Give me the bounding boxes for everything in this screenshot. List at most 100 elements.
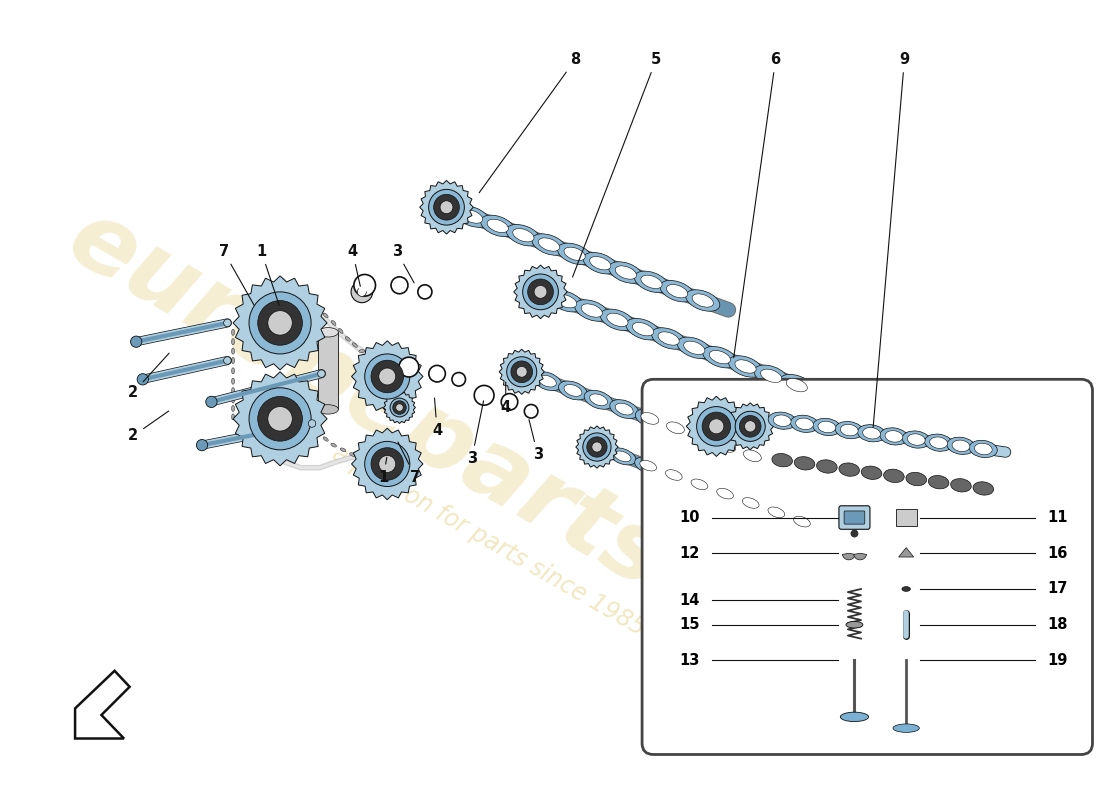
Text: 2: 2 <box>129 411 168 443</box>
Ellipse shape <box>481 215 515 237</box>
Circle shape <box>390 277 408 294</box>
Ellipse shape <box>231 406 234 411</box>
Ellipse shape <box>728 356 762 378</box>
Ellipse shape <box>318 327 339 337</box>
Ellipse shape <box>713 437 741 456</box>
Ellipse shape <box>780 374 814 396</box>
Text: 8: 8 <box>480 52 581 193</box>
Ellipse shape <box>651 328 685 350</box>
Circle shape <box>502 394 518 410</box>
Circle shape <box>138 374 148 385</box>
Ellipse shape <box>615 266 637 279</box>
Ellipse shape <box>590 394 607 406</box>
Circle shape <box>583 433 610 461</box>
Ellipse shape <box>590 257 610 270</box>
Ellipse shape <box>692 431 710 443</box>
Ellipse shape <box>231 414 234 420</box>
Text: 4: 4 <box>432 398 442 438</box>
Ellipse shape <box>974 482 993 495</box>
Circle shape <box>257 301 303 346</box>
Ellipse shape <box>350 453 355 456</box>
Circle shape <box>735 411 766 442</box>
Ellipse shape <box>538 375 557 387</box>
Ellipse shape <box>583 438 610 455</box>
Ellipse shape <box>902 586 911 591</box>
Ellipse shape <box>530 286 551 298</box>
Ellipse shape <box>231 348 234 354</box>
Circle shape <box>418 285 432 299</box>
Circle shape <box>478 390 490 402</box>
Polygon shape <box>686 396 747 457</box>
Ellipse shape <box>635 457 662 474</box>
Ellipse shape <box>581 304 603 317</box>
Circle shape <box>474 386 494 405</box>
Ellipse shape <box>969 440 998 458</box>
Text: 2: 2 <box>129 353 169 400</box>
Ellipse shape <box>315 430 320 435</box>
Ellipse shape <box>840 424 858 436</box>
Text: europeparts: europeparts <box>52 191 681 609</box>
Ellipse shape <box>608 262 644 283</box>
Ellipse shape <box>789 513 815 530</box>
Ellipse shape <box>614 451 631 462</box>
Ellipse shape <box>886 430 903 442</box>
Polygon shape <box>233 372 327 466</box>
Text: 18: 18 <box>1047 618 1068 632</box>
Circle shape <box>432 369 442 378</box>
Ellipse shape <box>703 346 737 368</box>
Circle shape <box>249 292 311 354</box>
Ellipse shape <box>558 243 592 265</box>
Ellipse shape <box>893 724 920 732</box>
Circle shape <box>354 274 375 296</box>
Circle shape <box>516 366 527 378</box>
Text: 4: 4 <box>500 382 510 415</box>
FancyBboxPatch shape <box>642 379 1092 754</box>
Ellipse shape <box>331 443 337 447</box>
Ellipse shape <box>588 442 605 452</box>
Text: 19: 19 <box>1047 653 1068 668</box>
Ellipse shape <box>513 229 534 242</box>
Ellipse shape <box>231 387 234 394</box>
Circle shape <box>525 405 538 418</box>
Ellipse shape <box>429 197 463 218</box>
Ellipse shape <box>660 466 688 483</box>
Circle shape <box>257 397 303 441</box>
Circle shape <box>371 448 404 480</box>
Ellipse shape <box>667 285 688 298</box>
Ellipse shape <box>632 322 653 336</box>
Text: 3: 3 <box>529 420 542 462</box>
Ellipse shape <box>361 458 366 461</box>
Polygon shape <box>420 181 473 234</box>
Ellipse shape <box>791 415 818 433</box>
Ellipse shape <box>506 225 540 246</box>
Polygon shape <box>727 403 773 450</box>
Ellipse shape <box>718 441 736 452</box>
Ellipse shape <box>359 350 365 353</box>
Ellipse shape <box>772 454 792 467</box>
Circle shape <box>267 310 293 335</box>
Ellipse shape <box>735 360 756 373</box>
Text: 10: 10 <box>679 510 700 525</box>
Ellipse shape <box>231 338 234 345</box>
Ellipse shape <box>930 437 947 448</box>
Circle shape <box>510 361 532 382</box>
Circle shape <box>359 278 371 292</box>
Ellipse shape <box>975 443 992 454</box>
Ellipse shape <box>793 516 811 527</box>
Bar <box>895 509 916 526</box>
Ellipse shape <box>950 478 971 492</box>
Ellipse shape <box>340 448 345 452</box>
Text: 15: 15 <box>679 618 700 632</box>
Ellipse shape <box>667 422 684 434</box>
Ellipse shape <box>345 337 350 341</box>
Ellipse shape <box>316 306 320 310</box>
Ellipse shape <box>692 294 713 307</box>
Ellipse shape <box>641 413 659 424</box>
Ellipse shape <box>626 318 660 340</box>
Text: 12: 12 <box>679 546 700 561</box>
Circle shape <box>131 336 142 347</box>
Text: 13: 13 <box>679 653 700 668</box>
FancyBboxPatch shape <box>839 506 870 530</box>
Ellipse shape <box>538 238 560 251</box>
Ellipse shape <box>352 342 358 347</box>
